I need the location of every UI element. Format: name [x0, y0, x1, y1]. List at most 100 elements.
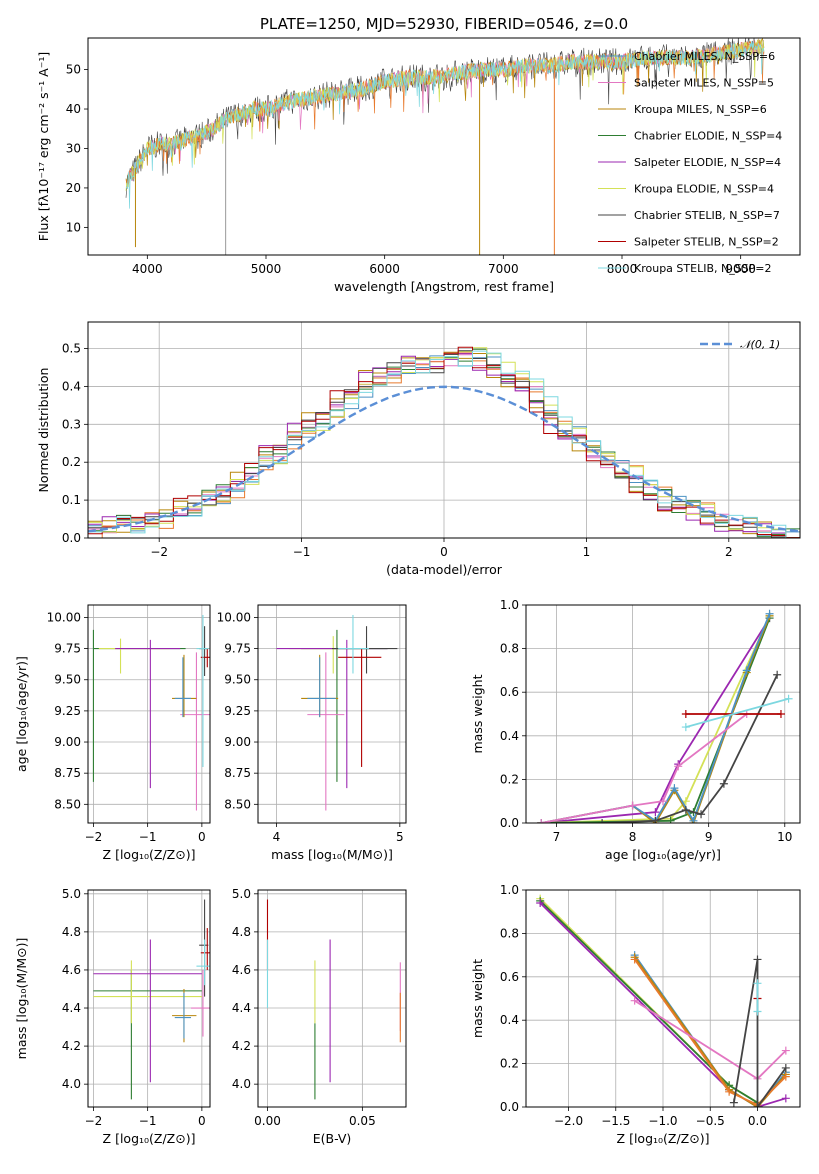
age-vs-Z-ytick-label: 9.50 — [54, 673, 81, 687]
spectrum-xtick-label: 4000 — [132, 262, 163, 276]
weight-vs-Z-marker — [753, 1103, 762, 1107]
mass-vs-Z-xtick-label: −2 — [85, 1114, 103, 1128]
mass-vs-ebv-frame — [257, 889, 407, 1108]
spectrum-xlabel: wavelength [Angstrom, rest frame] — [334, 279, 554, 294]
weight-vs-Z-xtick-label: 0.0 — [748, 1114, 767, 1128]
weight-vs-age-marker — [659, 797, 667, 806]
mass-vs-Z-ytick-label: 4.0 — [62, 1077, 81, 1091]
weight-vs-age-marker — [651, 808, 660, 817]
weight-vs-Z-line — [633, 958, 787, 1106]
weight-vs-Z-marker — [729, 1098, 738, 1107]
residuals-ytick-label: 0.4 — [62, 379, 81, 393]
residuals-ytick-label: 0.0 — [62, 531, 81, 545]
residuals-ylabel: Normed distribution — [36, 368, 51, 493]
mass-vs-ebv-ytick-label: 4.4 — [232, 1001, 251, 1015]
age-vs-mass-frame — [257, 604, 407, 824]
mass-vs-ebv-ytick-label: 4.0 — [232, 1077, 251, 1091]
age-vs-mass-xtick-label: 4 — [273, 830, 281, 844]
age-vs-mass-ytick-label: 8.75 — [224, 766, 251, 780]
weight-vs-Z-xtick-label: −1.5 — [601, 1114, 630, 1128]
residuals-ytick-label: 0.5 — [62, 342, 81, 356]
weight-vs-age-marker — [742, 666, 751, 675]
legend-entry: Kroupa STELIB, N_SSP=2 — [634, 262, 772, 275]
weight-vs-age-marker — [666, 816, 675, 823]
spectrum-plot — [125, 38, 765, 255]
legend-entry: Salpeter MILES, N_SSP=5 — [634, 77, 774, 90]
weight-vs-age-line — [685, 697, 789, 728]
weight-vs-age-marker — [697, 810, 706, 819]
spectrum-ytick-label: 40 — [66, 102, 81, 116]
weight-vs-Z-marker — [781, 1094, 790, 1103]
weight-vs-age-marker — [674, 762, 683, 771]
weight-vs-Z-marker — [753, 979, 762, 988]
mass-vs-ebv-ytick-label: 4.8 — [232, 925, 251, 939]
weight-vs-Z-marker — [781, 1046, 790, 1055]
weight-vs-age-ytick-label: 0.4 — [500, 729, 519, 743]
weight-vs-Z-xlabel: Z [log₁₀(Z/Z⊙)] — [617, 1131, 710, 1146]
residuals-plot — [88, 346, 800, 538]
mass-vs-Z-ylabel: mass [log₁₀(M/M⊙)] — [14, 938, 29, 1060]
spectrum-xtick-label: 5000 — [251, 262, 282, 276]
weight-vs-age-xtick-label: 8 — [629, 830, 637, 844]
weight-vs-Z-marker — [630, 955, 639, 964]
age-vs-Z-ytick-label: 8.75 — [54, 766, 81, 780]
weight-vs-age-plot — [537, 609, 793, 823]
weight-vs-age-xtick-label: 10 — [777, 830, 792, 844]
weight-vs-Z-line — [539, 898, 758, 1104]
weight-vs-age-marker — [537, 819, 546, 823]
spectrum-ytick-label: 20 — [66, 181, 81, 195]
weight-vs-Z-marker — [781, 1063, 790, 1072]
mass-vs-ebv-ytick-label: 4.6 — [232, 963, 251, 977]
age-vs-Z-ytick-label: 9.25 — [54, 704, 81, 718]
weight-vs-Z-line — [733, 959, 787, 1107]
weight-vs-Z-ytick-label: 1.0 — [500, 883, 519, 897]
age-vs-mass-ytick-label: 10.00 — [217, 610, 251, 624]
weight-vs-age-marker — [681, 805, 690, 814]
legend-entry: Kroupa MILES, N_SSP=6 — [634, 103, 767, 116]
mass-vs-Z-ytick-label: 4.8 — [62, 925, 81, 939]
spectrum-frame — [87, 37, 801, 256]
weight-vs-age-marker — [719, 779, 728, 788]
legend-entry: Salpeter ELODIE, N_SSP=4 — [634, 156, 781, 169]
spectrum-xtick-label: 9000 — [725, 262, 756, 276]
legend-entry: Chabrier STELIB, N_SSP=7 — [634, 209, 780, 222]
weight-vs-age-marker — [689, 816, 698, 823]
weight-vs-age-ytick-label: 0.8 — [500, 642, 519, 656]
weight-vs-age-line — [541, 613, 771, 823]
age-vs-Z-xtick-label: 0 — [198, 830, 206, 844]
age-vs-mass-ytick-label: 9.50 — [224, 673, 251, 687]
weight-vs-age-line — [602, 674, 779, 823]
mass-vs-Z-ytick-label: 4.2 — [62, 1039, 81, 1053]
spectrum-ylabel: Flux [fλ10⁻¹⁷ erg cm⁻² s⁻¹ A⁻¹] — [36, 52, 51, 241]
age-vs-mass-ytick-label: 8.50 — [224, 797, 251, 811]
residuals-ytick-label: 0.2 — [62, 455, 81, 469]
weight-vs-age-marker — [681, 797, 690, 806]
weight-vs-age-xlabel: age [log₁₀(age/yr)] — [605, 847, 721, 862]
weight-vs-Z-xtick-label: −0.5 — [696, 1114, 725, 1128]
weight-vs-age-ytick-label: 1.0 — [500, 598, 519, 612]
age-vs-mass-ytick-label: 9.75 — [224, 642, 251, 656]
mass-vs-Z-frame — [87, 889, 211, 1108]
weight-vs-Z-ytick-label: 0.6 — [500, 970, 519, 984]
weight-vs-age-marker — [628, 801, 637, 810]
age-vs-mass-plot — [276, 614, 398, 811]
weight-vs-age-marker — [784, 694, 793, 703]
weight-vs-age-line — [541, 615, 771, 823]
weight-vs-Z-marker — [725, 1087, 734, 1096]
age-vs-mass-ytick-label: 9.25 — [224, 704, 251, 718]
residuals-xlabel: (data-model)/error — [386, 562, 503, 577]
spectrum-xtick-label: 6000 — [369, 262, 400, 276]
spectrum-xtick-label: 7000 — [488, 262, 519, 276]
weight-vs-Z-marker — [630, 996, 639, 1005]
weight-vs-age-xtick-label: 9 — [705, 830, 713, 844]
weight-vs-Z-plot — [536, 894, 790, 1107]
weight-vs-age-marker — [681, 723, 690, 732]
spectrum-series-kroupa-stelib — [125, 41, 765, 209]
residuals-xtick-label: −1 — [293, 545, 311, 559]
age-vs-Z-ytick-label: 9.00 — [54, 735, 81, 749]
residuals-xtick-label: 0 — [440, 545, 448, 559]
weight-vs-Z-xtick-label: −1.0 — [648, 1114, 677, 1128]
weight-vs-age-xtick-label: 7 — [553, 830, 561, 844]
weight-vs-age-line — [541, 615, 771, 823]
